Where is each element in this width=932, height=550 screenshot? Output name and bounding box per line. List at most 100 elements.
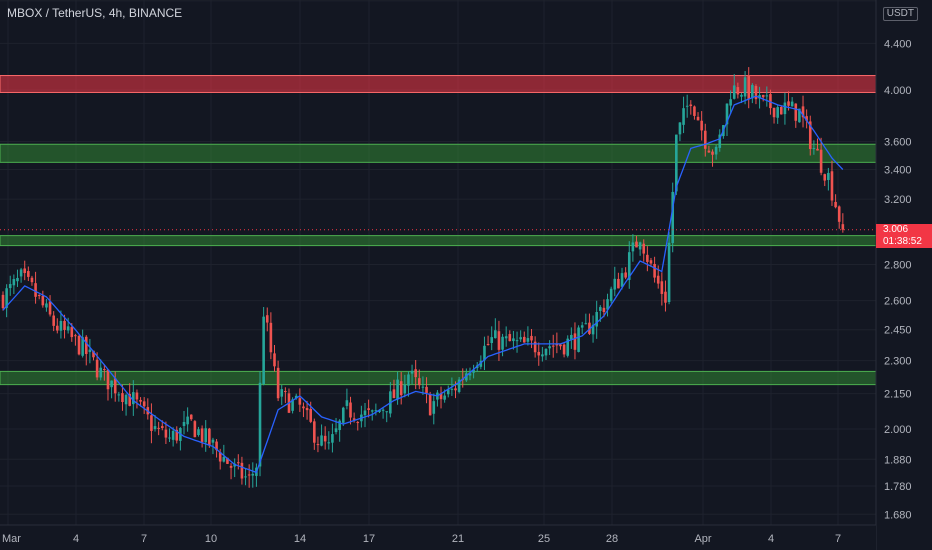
candle-body [501, 336, 504, 350]
candle-body [414, 369, 417, 378]
candle-body [298, 398, 302, 405]
candle-body [446, 389, 450, 395]
price-tick-label: 1.880 [884, 454, 912, 466]
candle-body [823, 174, 827, 181]
candle-body [273, 353, 276, 367]
candle-body [106, 369, 110, 390]
candle-body [816, 148, 819, 151]
candle-body [171, 430, 175, 440]
price-tick-label: 1.680 [884, 509, 912, 521]
candle-body [341, 407, 345, 423]
candle-body [736, 87, 740, 95]
candle-body [367, 408, 370, 410]
candle-body [222, 456, 226, 462]
support-zone [0, 235, 877, 247]
time-tick-label: 28 [606, 533, 618, 545]
candle-body [812, 148, 816, 150]
candle-body [258, 382, 262, 467]
candle-body [313, 421, 316, 443]
candle-body [320, 435, 323, 446]
candle-body [656, 275, 660, 284]
candle-body [761, 94, 765, 98]
candle-body [559, 344, 562, 347]
candle-body [66, 326, 70, 331]
candle-body [837, 206, 841, 222]
candle-body [519, 337, 522, 340]
candle-body [132, 392, 135, 405]
symbol-title[interactable]: MBOX / TetherUS, 4h, BINANCE [7, 6, 183, 20]
candle-body [269, 322, 273, 353]
candle-body [432, 401, 436, 414]
candle-body [667, 242, 671, 302]
candle-body [410, 370, 414, 374]
candle-body [555, 344, 559, 346]
candle-body [703, 130, 707, 149]
candle-body [620, 273, 624, 287]
candle-body [113, 378, 117, 394]
candle-body [769, 94, 772, 109]
candle-body [19, 269, 23, 277]
candle-body [530, 335, 533, 341]
candle-body [70, 327, 74, 338]
candle-body [334, 428, 338, 433]
moving-average-line [2, 95, 844, 474]
candle-body [714, 146, 718, 155]
candle-body [544, 348, 548, 356]
candle-body [12, 279, 16, 286]
candle-body [689, 104, 693, 107]
candle-body [783, 102, 787, 115]
candle-body [150, 415, 153, 431]
candle-body [541, 354, 544, 357]
support-zone [0, 143, 877, 163]
candle-body [92, 350, 95, 358]
candle-body [200, 428, 204, 442]
candle-body [780, 106, 783, 115]
candle-body [27, 271, 30, 277]
candle-body [403, 384, 407, 394]
candle-body [81, 337, 84, 356]
candle-body [664, 291, 667, 303]
candle-body [99, 367, 103, 378]
time-tick-label: 21 [452, 533, 464, 545]
candle-body [606, 299, 609, 310]
candle-body [617, 278, 620, 289]
candle-body [682, 108, 685, 125]
candle-body [175, 429, 179, 441]
candle-body [494, 330, 497, 339]
time-tick-label: 4 [768, 533, 774, 545]
candle-body [573, 333, 577, 350]
candle-body [48, 301, 52, 315]
candle-body [649, 260, 653, 264]
candle-body [841, 224, 845, 230]
candle-body [124, 394, 128, 405]
candle-body [95, 359, 99, 378]
candle-body [182, 421, 186, 426]
candle-body [323, 435, 327, 442]
candle-body [215, 441, 218, 451]
time-tick-label: 14 [294, 533, 306, 545]
price-tick-label: 2.450 [884, 325, 912, 337]
candle-body [262, 316, 265, 385]
candle-body [472, 369, 475, 373]
candle-body [128, 393, 131, 406]
time-tick-label: Apr [694, 533, 711, 545]
candle-body [425, 386, 428, 393]
candle-body [631, 242, 635, 252]
candle-body [139, 399, 142, 402]
candle-body [490, 337, 493, 344]
candle-body [276, 367, 280, 399]
grid [0, 0, 876, 525]
candle-body [34, 283, 37, 297]
candle-body [399, 381, 403, 396]
time-axis [0, 525, 876, 550]
candle-body [316, 444, 320, 446]
candle-body [454, 388, 457, 391]
candle-body [609, 288, 613, 302]
moving-average [2, 95, 844, 474]
candle-body [497, 331, 501, 350]
candle-body [602, 307, 606, 313]
candle-body [211, 439, 215, 443]
candle-body [197, 429, 200, 435]
